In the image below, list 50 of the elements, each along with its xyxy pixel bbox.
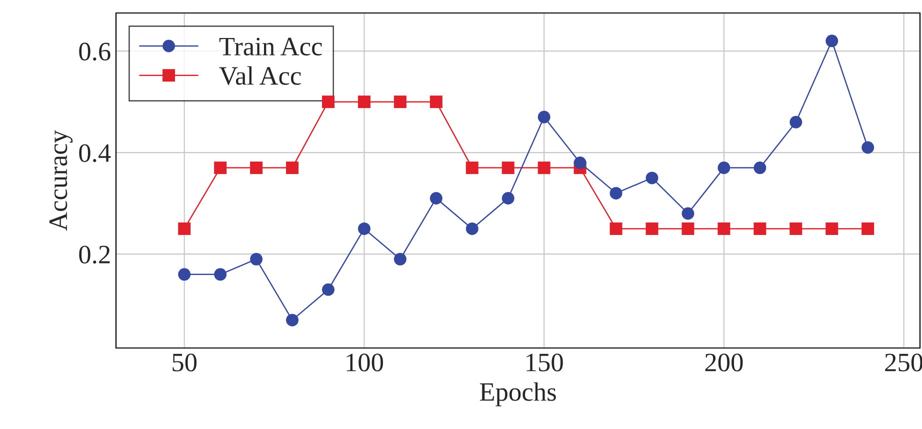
point: [358, 96, 370, 108]
point: [826, 222, 838, 235]
point: [718, 162, 730, 174]
point: [538, 110, 550, 124]
y-tick-label: 0.2: [79, 246, 110, 264]
x-tick-label: 200: [705, 354, 743, 372]
legend-label: Train Acc: [219, 38, 322, 56]
point: [430, 96, 442, 108]
point: [862, 141, 874, 154]
point: [394, 252, 406, 266]
point: [430, 192, 442, 205]
point: [754, 162, 766, 174]
point: [754, 222, 766, 235]
point: [538, 162, 550, 174]
y-tick-label: 0.4: [79, 144, 111, 162]
point: [178, 222, 191, 235]
y-tick-label: 0.6: [79, 42, 110, 61]
point: [466, 222, 478, 235]
point: [718, 222, 730, 235]
point: [502, 192, 514, 205]
point: [610, 222, 622, 235]
point: [862, 222, 874, 235]
point: [466, 162, 478, 174]
point: [646, 172, 658, 184]
point: [826, 34, 838, 48]
point: [646, 222, 658, 235]
x-axis-title: Epochs: [480, 382, 556, 406]
x-tick-label: 150: [526, 354, 563, 372]
point: [178, 268, 191, 281]
point: [682, 222, 694, 235]
x-tick-label: 100: [346, 354, 383, 372]
point: [286, 314, 299, 326]
point: [322, 283, 334, 296]
point: [394, 96, 406, 108]
point: [502, 162, 514, 174]
point: [286, 162, 299, 174]
point: [214, 162, 227, 174]
point: [322, 96, 334, 108]
point: [250, 162, 263, 174]
point: [358, 222, 370, 235]
point: [790, 222, 802, 235]
point: [214, 268, 227, 281]
point: [574, 156, 586, 169]
point: [790, 116, 802, 128]
x-tick-label: 50: [172, 354, 197, 372]
legend-label: Val Acc: [219, 66, 301, 85]
point: [610, 186, 622, 200]
y-axis-title: Accuracy: [49, 130, 73, 231]
point: [250, 252, 263, 266]
point: [682, 207, 694, 220]
